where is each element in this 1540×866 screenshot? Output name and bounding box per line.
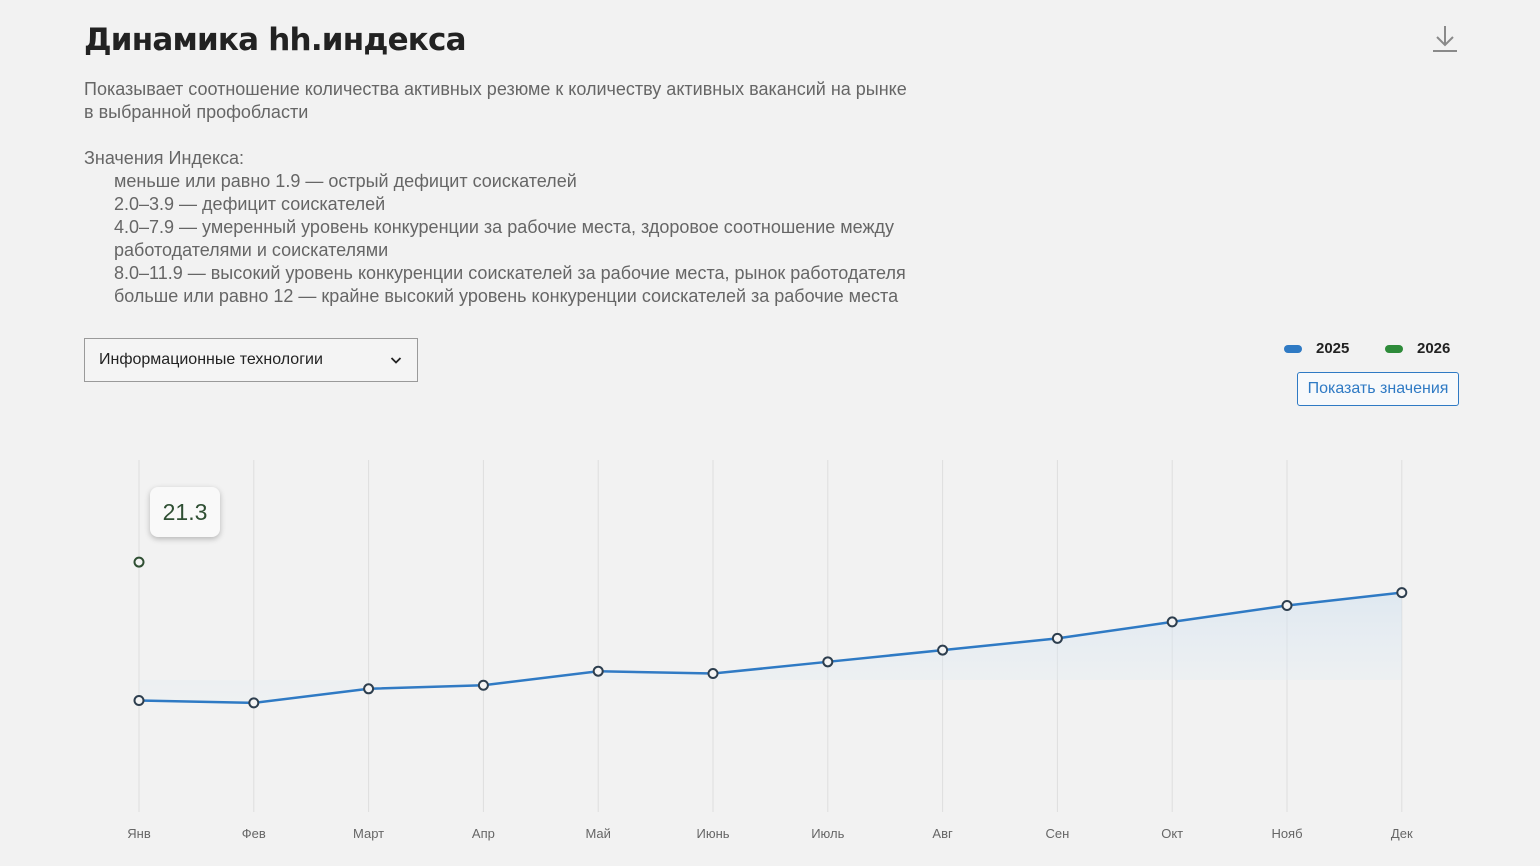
data-point-2025[interactable] bbox=[822, 656, 834, 668]
x-tick-label: Сен bbox=[1045, 826, 1069, 841]
data-point-2025[interactable] bbox=[1051, 632, 1063, 644]
show-values-button[interactable]: Показать значения bbox=[1297, 372, 1459, 406]
x-tick-label: Дек bbox=[1391, 826, 1413, 841]
profarea-select[interactable]: Информационные технологии bbox=[84, 338, 418, 382]
description-line-2: в выбранной профобласти bbox=[84, 102, 309, 122]
index-legend-title: Значения Индекса: bbox=[84, 148, 245, 168]
index-legend-item: 2.0–3.9 — дефицит соискателей bbox=[114, 194, 386, 214]
series-area-2025 bbox=[139, 592, 1402, 703]
page-title: Динамика hh.индекса bbox=[84, 22, 467, 58]
data-point-2025[interactable] bbox=[937, 644, 949, 656]
description-line-1: Показывает соотношение количества активн… bbox=[84, 79, 907, 99]
legend-swatch-2025 bbox=[1284, 344, 1302, 353]
download-icon[interactable] bbox=[1428, 22, 1462, 56]
x-tick-label: Март bbox=[353, 826, 384, 841]
chart-description: Показывает соотношение количества активн… bbox=[84, 78, 964, 124]
data-point-2025[interactable] bbox=[707, 668, 719, 680]
x-tick-label: Янв bbox=[127, 826, 151, 841]
value-tooltip: 21.3 bbox=[150, 487, 220, 537]
legend-item-2025[interactable]: 2025 bbox=[1284, 340, 1349, 357]
data-point-2025[interactable] bbox=[133, 695, 145, 707]
profarea-select-value: Информационные технологии bbox=[99, 351, 323, 368]
legend-label-2026: 2026 bbox=[1417, 340, 1451, 357]
x-tick-label: Апр bbox=[472, 826, 495, 841]
series-line-2025 bbox=[138, 591, 1402, 705]
index-legend-item: меньше или равно 1.9 — острый дефицит со… bbox=[114, 171, 577, 191]
x-tick-label: Июль bbox=[811, 826, 844, 841]
data-point-2025[interactable] bbox=[248, 697, 260, 709]
data-point-2025[interactable] bbox=[1166, 616, 1178, 628]
x-tick-label: Авг bbox=[932, 826, 953, 841]
data-point-2025[interactable] bbox=[477, 679, 489, 691]
data-point-2025[interactable] bbox=[1396, 587, 1408, 599]
index-legend-item: 4.0–7.9 — умеренный уровень конкуренции … bbox=[114, 217, 895, 237]
tooltip-value: 21.3 bbox=[162, 498, 208, 525]
x-tick-label: Нояб bbox=[1271, 826, 1302, 841]
chevron-down-icon bbox=[390, 357, 402, 364]
legend-item-2026[interactable]: 2026 bbox=[1385, 340, 1450, 357]
x-tick-label: Фев bbox=[242, 826, 266, 841]
index-legend-item: больше или равно 12 — крайне высокий уро… bbox=[114, 286, 899, 306]
x-tick-label: Май bbox=[585, 826, 610, 841]
index-legend-item: работодателями и соискателями bbox=[114, 240, 389, 260]
index-legend-item: 8.0–11.9 — высокий уровень конкуренции с… bbox=[114, 263, 906, 283]
index-legend-list: меньше или равно 1.9 — острый дефицит со… bbox=[114, 170, 974, 308]
x-tick-label: Окт bbox=[1161, 826, 1183, 841]
x-tick-label: Июнь bbox=[696, 826, 729, 841]
legend-label-2025: 2025 bbox=[1316, 340, 1350, 357]
legend-swatch-2026 bbox=[1385, 344, 1403, 353]
data-point-2025[interactable] bbox=[592, 665, 604, 677]
data-point-2025[interactable] bbox=[1281, 599, 1293, 611]
data-point-2025[interactable] bbox=[363, 683, 375, 695]
data-point-2026[interactable] bbox=[133, 556, 145, 568]
